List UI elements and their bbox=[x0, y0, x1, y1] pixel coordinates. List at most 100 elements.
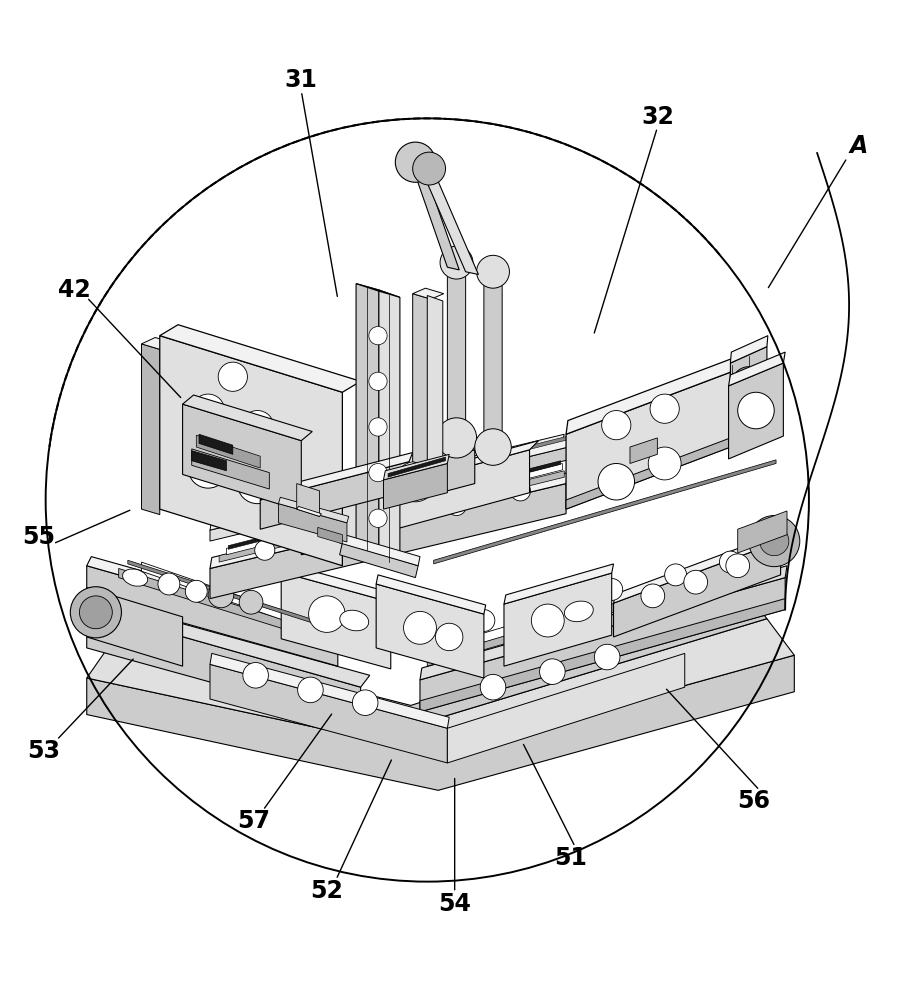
Circle shape bbox=[395, 462, 436, 502]
Polygon shape bbox=[434, 460, 776, 564]
Polygon shape bbox=[210, 484, 566, 599]
Polygon shape bbox=[183, 395, 312, 441]
Polygon shape bbox=[614, 532, 782, 603]
Circle shape bbox=[719, 551, 741, 573]
Polygon shape bbox=[388, 457, 446, 477]
Polygon shape bbox=[730, 336, 768, 363]
Polygon shape bbox=[376, 584, 484, 678]
Circle shape bbox=[383, 510, 403, 530]
Circle shape bbox=[241, 411, 274, 443]
Polygon shape bbox=[630, 438, 657, 463]
Circle shape bbox=[475, 429, 511, 465]
Polygon shape bbox=[199, 434, 233, 454]
Text: 56: 56 bbox=[737, 789, 770, 813]
Polygon shape bbox=[361, 450, 475, 514]
Circle shape bbox=[188, 448, 228, 488]
Polygon shape bbox=[87, 619, 794, 754]
Circle shape bbox=[185, 580, 207, 602]
Polygon shape bbox=[420, 578, 785, 712]
Circle shape bbox=[594, 644, 620, 670]
Polygon shape bbox=[383, 454, 449, 480]
Polygon shape bbox=[281, 572, 391, 669]
Polygon shape bbox=[427, 555, 781, 666]
Polygon shape bbox=[447, 262, 466, 443]
Polygon shape bbox=[210, 664, 447, 763]
Polygon shape bbox=[379, 290, 400, 566]
Polygon shape bbox=[290, 423, 619, 509]
Polygon shape bbox=[427, 295, 443, 470]
Circle shape bbox=[208, 582, 234, 608]
Polygon shape bbox=[301, 441, 539, 512]
Circle shape bbox=[648, 447, 681, 480]
Circle shape bbox=[473, 610, 495, 631]
Text: A: A bbox=[849, 134, 867, 158]
Text: 51: 51 bbox=[554, 846, 587, 870]
Circle shape bbox=[369, 327, 387, 345]
Circle shape bbox=[749, 516, 800, 567]
Polygon shape bbox=[260, 453, 413, 500]
Circle shape bbox=[255, 540, 275, 560]
Polygon shape bbox=[226, 463, 562, 555]
Polygon shape bbox=[192, 451, 226, 471]
Polygon shape bbox=[356, 284, 400, 297]
Polygon shape bbox=[566, 372, 730, 509]
Polygon shape bbox=[108, 596, 767, 724]
Polygon shape bbox=[376, 575, 486, 614]
Polygon shape bbox=[142, 337, 173, 349]
Ellipse shape bbox=[564, 601, 593, 622]
Polygon shape bbox=[422, 170, 478, 274]
Circle shape bbox=[726, 554, 750, 578]
Polygon shape bbox=[340, 534, 420, 566]
Polygon shape bbox=[283, 434, 621, 529]
Polygon shape bbox=[729, 363, 783, 459]
Polygon shape bbox=[301, 450, 530, 555]
Polygon shape bbox=[160, 336, 342, 566]
Circle shape bbox=[158, 573, 180, 595]
Polygon shape bbox=[119, 568, 324, 642]
Polygon shape bbox=[192, 449, 269, 489]
Polygon shape bbox=[297, 506, 321, 516]
Polygon shape bbox=[87, 600, 310, 694]
Circle shape bbox=[601, 579, 623, 600]
Polygon shape bbox=[128, 560, 333, 630]
Circle shape bbox=[237, 463, 278, 504]
Polygon shape bbox=[87, 566, 338, 666]
Circle shape bbox=[440, 246, 473, 279]
Polygon shape bbox=[420, 599, 785, 712]
Polygon shape bbox=[484, 271, 502, 453]
Circle shape bbox=[352, 690, 378, 715]
Polygon shape bbox=[87, 599, 370, 687]
Polygon shape bbox=[281, 563, 393, 602]
Polygon shape bbox=[383, 463, 447, 509]
Polygon shape bbox=[566, 358, 732, 434]
Polygon shape bbox=[729, 352, 785, 386]
Circle shape bbox=[395, 142, 436, 182]
Polygon shape bbox=[210, 653, 449, 728]
Circle shape bbox=[413, 152, 446, 185]
Circle shape bbox=[665, 564, 687, 586]
Polygon shape bbox=[142, 344, 160, 515]
Circle shape bbox=[540, 659, 565, 684]
Text: 31: 31 bbox=[285, 68, 318, 92]
Polygon shape bbox=[356, 284, 379, 559]
Polygon shape bbox=[340, 543, 418, 578]
Polygon shape bbox=[413, 294, 431, 467]
Circle shape bbox=[369, 372, 387, 390]
Circle shape bbox=[404, 611, 436, 644]
Polygon shape bbox=[142, 562, 327, 635]
Polygon shape bbox=[566, 438, 730, 509]
Circle shape bbox=[532, 594, 554, 616]
Circle shape bbox=[319, 525, 339, 545]
Circle shape bbox=[239, 590, 263, 614]
Text: 57: 57 bbox=[237, 809, 270, 833]
Text: 53: 53 bbox=[27, 739, 60, 763]
Polygon shape bbox=[318, 527, 342, 544]
Polygon shape bbox=[361, 438, 477, 480]
Polygon shape bbox=[614, 541, 781, 637]
Polygon shape bbox=[434, 546, 778, 657]
Circle shape bbox=[369, 418, 387, 436]
Circle shape bbox=[70, 587, 121, 638]
Polygon shape bbox=[228, 461, 561, 549]
Polygon shape bbox=[730, 347, 767, 447]
Circle shape bbox=[79, 596, 112, 629]
